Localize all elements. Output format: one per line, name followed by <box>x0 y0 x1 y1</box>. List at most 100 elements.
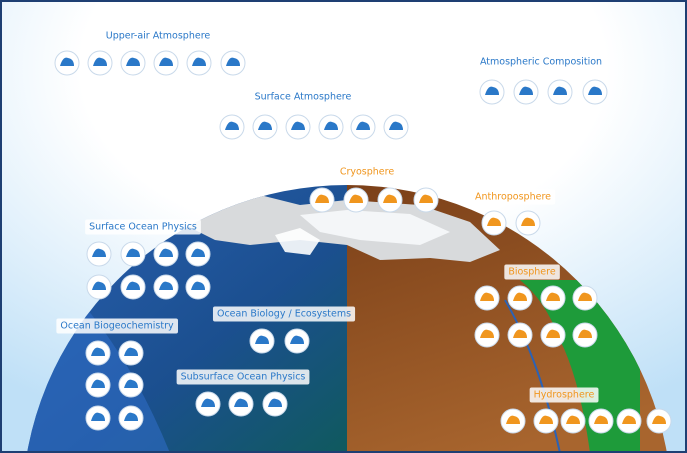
icon-glyph <box>124 412 138 421</box>
river <box>504 299 561 453</box>
icon-glyph <box>93 57 107 66</box>
variable-icon <box>588 408 614 434</box>
variable-icon <box>262 391 288 417</box>
icon-glyph <box>226 57 240 66</box>
icon-glyph <box>521 217 535 226</box>
variable-icon <box>249 328 275 354</box>
icon-glyph <box>389 121 403 130</box>
variable-icon <box>616 408 642 434</box>
icon-glyph <box>159 57 173 66</box>
variable-icon <box>195 391 221 417</box>
group-label: Surface Ocean Physics <box>89 222 197 233</box>
icon-glyph <box>578 329 592 338</box>
icon-glyph <box>191 248 205 257</box>
variable-icon <box>228 391 254 417</box>
variable-icon <box>285 114 311 140</box>
icon-glyph <box>566 415 580 424</box>
variable-icon <box>252 114 278 140</box>
label-box <box>176 369 310 385</box>
variable-icon <box>120 50 146 76</box>
group-label: Cryosphere <box>340 167 395 178</box>
variable-group: Ocean Biology / Ecosystems <box>212 306 356 354</box>
variable-icon <box>186 50 212 76</box>
icon-glyph <box>91 379 105 388</box>
variable-icon <box>85 372 111 398</box>
variable-group: Anthroposphere <box>470 189 556 236</box>
icon-glyph <box>315 194 329 203</box>
icon-glyph <box>191 281 205 290</box>
group-label: Hydrosphere <box>534 390 595 401</box>
variable-group: Ocean Biogeochemistry <box>56 318 179 431</box>
variable-icon <box>185 274 211 300</box>
variable-group: Surface Ocean Physics <box>85 219 211 300</box>
variable-icon <box>350 114 376 140</box>
variable-icon <box>560 408 586 434</box>
icon-glyph <box>92 248 106 257</box>
variable-icon <box>220 50 246 76</box>
variable-icon <box>87 50 113 76</box>
icon-glyph <box>578 292 592 301</box>
variable-icon <box>515 210 541 236</box>
group-label: Surface Atmosphere <box>255 92 352 103</box>
icon-glyph <box>92 281 106 290</box>
variable-icon <box>582 79 608 105</box>
icon-glyph <box>553 86 567 95</box>
variable-icon <box>343 187 369 213</box>
variable-icon <box>500 408 526 434</box>
label-box <box>212 306 356 322</box>
sea-ice <box>300 210 450 245</box>
variable-icon <box>533 408 559 434</box>
icon-glyph <box>506 415 520 424</box>
variable-icon <box>413 187 439 213</box>
icon-glyph <box>356 121 370 130</box>
icon-glyph <box>225 121 239 130</box>
variable-icon <box>118 340 144 366</box>
variable-icon <box>481 210 507 236</box>
variable-icon <box>474 322 500 348</box>
variable-icon <box>572 322 598 348</box>
icon-glyph <box>60 57 74 66</box>
variable-icon <box>284 328 310 354</box>
variable-icon <box>507 322 533 348</box>
variable-icon <box>118 405 144 431</box>
icon-glyph <box>159 281 173 290</box>
icon-glyph <box>290 335 304 344</box>
group-label: Upper-air Atmosphere <box>106 31 211 42</box>
variable-icon <box>513 79 539 105</box>
variable-icon <box>507 285 533 311</box>
group-label: Biosphere <box>508 267 556 278</box>
variable-icon <box>309 187 335 213</box>
variable-icon <box>86 274 112 300</box>
groups: Upper-air Atmosphere Atmospheric Composit… <box>54 31 672 434</box>
icon-glyph <box>192 57 206 66</box>
icon-glyph <box>487 217 501 226</box>
variable-icon <box>219 114 245 140</box>
variable-icon <box>540 285 566 311</box>
icon-glyph <box>159 248 173 257</box>
icon-glyph <box>519 86 533 95</box>
icon-glyph <box>480 329 494 338</box>
icon-glyph <box>513 329 527 338</box>
icon-glyph <box>594 415 608 424</box>
icon-glyph <box>291 121 305 130</box>
group-label: Subsurface Ocean Physics <box>181 372 306 383</box>
icon-glyph <box>539 415 553 424</box>
variable-icon <box>118 372 144 398</box>
variable-group: Subsurface Ocean Physics <box>176 369 310 417</box>
variable-icon <box>318 114 344 140</box>
icon-glyph <box>546 292 560 301</box>
variable-icon <box>86 241 112 267</box>
group-label: Ocean Biology / Ecosystems <box>217 309 351 320</box>
vegetation <box>520 280 640 453</box>
variable-group: Upper-air Atmosphere <box>54 31 246 76</box>
icon-glyph <box>255 335 269 344</box>
variable-group: Cryosphere <box>309 164 439 213</box>
variable-icon <box>153 274 179 300</box>
icon-glyph <box>485 86 499 95</box>
variable-icon <box>377 187 403 213</box>
variable-icon <box>185 241 211 267</box>
icon-glyph <box>480 292 494 301</box>
icon-glyph <box>126 281 140 290</box>
